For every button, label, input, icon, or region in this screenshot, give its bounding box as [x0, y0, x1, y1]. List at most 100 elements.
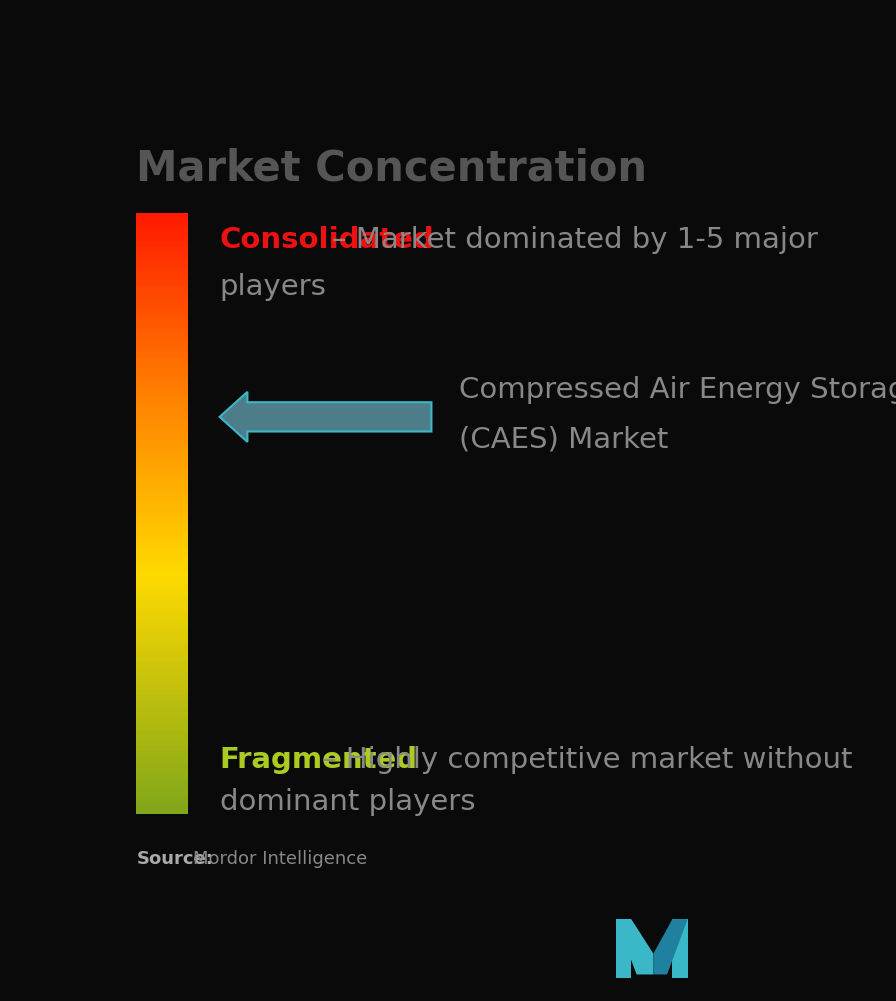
Bar — [136, 727, 188, 728]
Bar — [136, 769, 188, 770]
Bar — [136, 559, 188, 560]
Bar — [136, 803, 188, 805]
Bar — [136, 378, 188, 379]
Bar — [136, 472, 188, 474]
Bar — [136, 262, 188, 263]
Bar — [136, 745, 188, 746]
Bar — [136, 530, 188, 532]
Bar — [136, 706, 188, 707]
Bar — [136, 430, 188, 432]
Bar — [136, 767, 188, 769]
Bar — [136, 544, 188, 545]
Bar — [136, 746, 188, 748]
Bar — [136, 535, 188, 536]
Bar — [136, 671, 188, 673]
Bar — [136, 397, 188, 399]
Bar — [136, 790, 188, 791]
Bar — [136, 337, 188, 339]
Bar — [136, 322, 188, 324]
Bar — [136, 755, 188, 757]
Bar — [136, 722, 188, 724]
Bar — [136, 310, 188, 311]
Text: – Highly competitive market without: – Highly competitive market without — [323, 746, 853, 774]
Bar — [136, 496, 188, 498]
Bar — [136, 664, 188, 665]
Bar — [136, 655, 188, 656]
Bar — [136, 232, 188, 233]
Bar — [136, 799, 188, 800]
Bar — [136, 562, 188, 563]
Bar — [136, 451, 188, 453]
Bar — [136, 283, 188, 284]
Bar — [136, 586, 188, 587]
Bar — [136, 637, 188, 638]
Bar — [136, 241, 188, 242]
Bar — [136, 695, 188, 697]
Bar — [136, 393, 188, 394]
Bar — [136, 809, 188, 811]
Bar — [136, 250, 188, 251]
Bar — [136, 502, 188, 503]
Bar — [136, 556, 188, 557]
Bar — [136, 515, 188, 517]
Bar — [136, 396, 188, 397]
Bar — [136, 286, 188, 287]
Bar — [136, 536, 188, 538]
Bar — [136, 658, 188, 659]
Bar — [136, 281, 188, 283]
Bar — [136, 465, 188, 466]
Bar — [136, 566, 188, 568]
Bar — [136, 487, 188, 489]
Bar — [136, 644, 188, 646]
Bar — [136, 435, 188, 436]
Bar — [136, 704, 188, 706]
Bar — [136, 242, 188, 244]
Text: Fragmented: Fragmented — [220, 746, 418, 774]
Bar — [136, 307, 188, 308]
Bar — [136, 797, 188, 799]
Bar — [136, 418, 188, 420]
Bar — [136, 248, 188, 250]
Bar — [136, 385, 188, 387]
Bar — [136, 403, 188, 405]
Bar — [136, 453, 188, 454]
Bar — [136, 325, 188, 327]
Bar — [136, 447, 188, 448]
Bar — [136, 689, 188, 691]
Bar — [136, 406, 188, 408]
Bar — [136, 529, 188, 530]
Bar — [136, 712, 188, 713]
Bar — [136, 436, 188, 438]
Bar — [136, 274, 188, 275]
Bar — [136, 650, 188, 652]
Bar — [136, 613, 188, 614]
Bar — [136, 652, 188, 653]
Bar — [136, 427, 188, 429]
Bar — [136, 713, 188, 715]
Bar — [136, 589, 188, 590]
Bar — [136, 268, 188, 269]
Bar — [136, 538, 188, 539]
Bar — [136, 305, 188, 307]
Bar — [136, 667, 188, 668]
Bar — [616, 919, 632, 978]
Bar — [136, 218, 188, 220]
Bar — [136, 511, 188, 512]
Bar — [136, 772, 188, 773]
Bar — [136, 251, 188, 253]
Bar — [136, 716, 188, 718]
Bar — [136, 554, 188, 556]
Bar — [136, 450, 188, 451]
Bar — [136, 454, 188, 456]
Bar — [136, 287, 188, 289]
Bar — [136, 480, 188, 481]
Text: Market Concentration: Market Concentration — [136, 147, 647, 189]
Bar — [136, 661, 188, 662]
Bar — [136, 601, 188, 602]
Bar — [136, 293, 188, 295]
Bar — [136, 271, 188, 272]
Bar — [136, 477, 188, 478]
Bar — [136, 508, 188, 509]
Bar — [136, 239, 188, 241]
Bar — [136, 743, 188, 745]
